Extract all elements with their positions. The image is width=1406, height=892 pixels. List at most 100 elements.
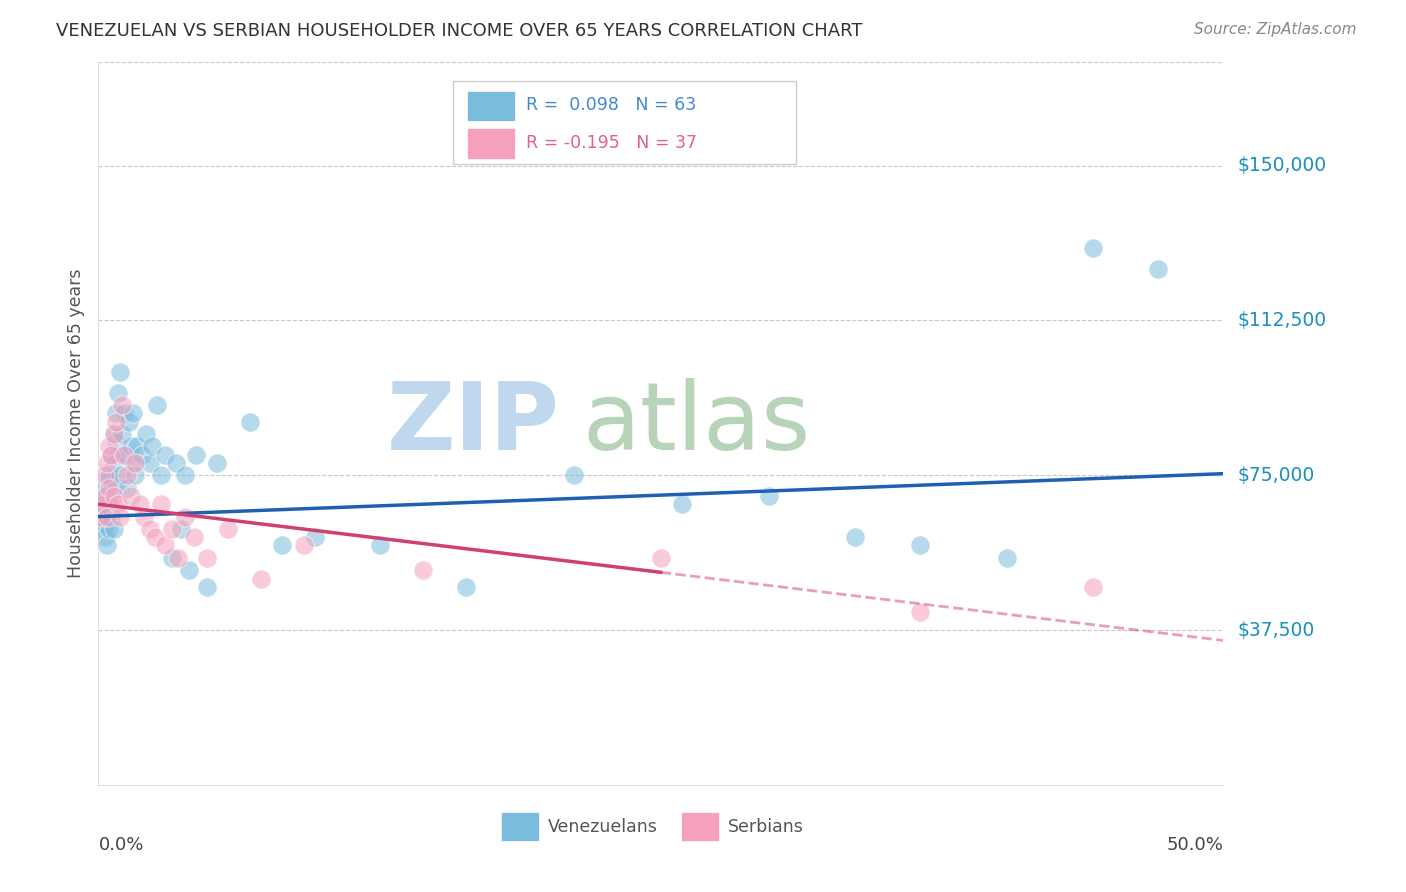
Point bbox=[100, 448, 122, 462]
FancyBboxPatch shape bbox=[453, 80, 796, 163]
Point bbox=[103, 522, 125, 536]
Point bbox=[96, 509, 118, 524]
Text: ZIP: ZIP bbox=[387, 377, 560, 470]
Text: Venezuelans: Venezuelans bbox=[548, 818, 658, 836]
Text: Serbians: Serbians bbox=[728, 818, 804, 836]
Point bbox=[1083, 580, 1105, 594]
Text: R = -0.195   N = 37: R = -0.195 N = 37 bbox=[526, 134, 697, 152]
Point bbox=[112, 406, 135, 420]
Point bbox=[103, 489, 125, 503]
Point bbox=[98, 472, 121, 486]
Point bbox=[103, 456, 125, 470]
Point bbox=[249, 572, 271, 586]
Point bbox=[650, 550, 672, 565]
Point bbox=[91, 522, 114, 536]
Point bbox=[107, 448, 129, 462]
Point bbox=[96, 456, 118, 470]
Point bbox=[100, 509, 122, 524]
Point bbox=[143, 530, 166, 544]
Point bbox=[98, 522, 121, 536]
Point bbox=[104, 406, 127, 420]
Text: 50.0%: 50.0% bbox=[1167, 836, 1223, 854]
Point bbox=[174, 468, 197, 483]
Point bbox=[107, 497, 129, 511]
Point bbox=[910, 605, 932, 619]
Point bbox=[100, 448, 122, 462]
Point bbox=[94, 530, 117, 544]
Point bbox=[165, 456, 187, 470]
Point bbox=[160, 550, 183, 565]
Point bbox=[96, 509, 118, 524]
Point bbox=[271, 539, 294, 553]
Point bbox=[292, 539, 315, 553]
Point bbox=[120, 489, 142, 503]
Point bbox=[98, 468, 121, 483]
FancyBboxPatch shape bbox=[467, 91, 515, 121]
Point bbox=[179, 563, 201, 577]
Point bbox=[122, 406, 145, 420]
Point bbox=[160, 522, 183, 536]
Point bbox=[368, 539, 391, 553]
Text: 0.0%: 0.0% bbox=[98, 836, 143, 854]
Point bbox=[169, 522, 191, 536]
Point bbox=[910, 539, 932, 553]
Text: $75,000: $75,000 bbox=[1237, 466, 1315, 485]
Point bbox=[103, 427, 125, 442]
Text: $37,500: $37,500 bbox=[1237, 621, 1315, 640]
Point bbox=[98, 439, 121, 453]
Point bbox=[1147, 261, 1170, 276]
Text: VENEZUELAN VS SERBIAN HOUSEHOLDER INCOME OVER 65 YEARS CORRELATION CHART: VENEZUELAN VS SERBIAN HOUSEHOLDER INCOME… bbox=[56, 22, 863, 40]
Point bbox=[122, 456, 145, 470]
Point bbox=[671, 497, 693, 511]
Point bbox=[412, 563, 434, 577]
Point bbox=[139, 456, 162, 470]
Point bbox=[120, 439, 142, 453]
Text: $112,500: $112,500 bbox=[1237, 311, 1326, 330]
Point bbox=[104, 435, 127, 450]
Point bbox=[150, 468, 173, 483]
Point bbox=[108, 509, 131, 524]
Point bbox=[94, 468, 117, 483]
Point bbox=[304, 530, 326, 544]
Point bbox=[207, 456, 229, 470]
Point bbox=[98, 497, 121, 511]
Point bbox=[107, 385, 129, 400]
Y-axis label: Householder Income Over 65 years: Householder Income Over 65 years bbox=[66, 269, 84, 578]
Point bbox=[183, 530, 205, 544]
Point bbox=[844, 530, 866, 544]
Point bbox=[111, 398, 134, 412]
FancyBboxPatch shape bbox=[467, 128, 515, 159]
Text: atlas: atlas bbox=[582, 377, 810, 470]
Point bbox=[217, 522, 239, 536]
Point bbox=[111, 427, 134, 442]
Point bbox=[91, 497, 114, 511]
Point bbox=[141, 439, 163, 453]
Point bbox=[115, 481, 138, 495]
Point bbox=[115, 448, 138, 462]
Point bbox=[155, 539, 177, 553]
Point bbox=[128, 497, 150, 511]
Point bbox=[115, 468, 138, 483]
Point bbox=[104, 415, 127, 429]
Point bbox=[155, 448, 177, 462]
Point bbox=[135, 427, 157, 442]
Text: $150,000: $150,000 bbox=[1237, 156, 1326, 175]
Point bbox=[127, 439, 149, 453]
Point bbox=[90, 509, 112, 524]
Point bbox=[131, 448, 153, 462]
Point bbox=[167, 550, 190, 565]
Point bbox=[94, 489, 117, 503]
Point bbox=[112, 448, 135, 462]
Point bbox=[146, 398, 169, 412]
Text: R =  0.098   N = 63: R = 0.098 N = 63 bbox=[526, 96, 696, 114]
Point bbox=[98, 481, 121, 495]
Point bbox=[104, 481, 127, 495]
Point bbox=[124, 456, 146, 470]
Point bbox=[174, 509, 197, 524]
Point bbox=[103, 427, 125, 442]
Point bbox=[195, 580, 218, 594]
Point bbox=[562, 468, 585, 483]
Point bbox=[132, 509, 155, 524]
Point bbox=[94, 481, 117, 495]
Point bbox=[124, 468, 146, 483]
